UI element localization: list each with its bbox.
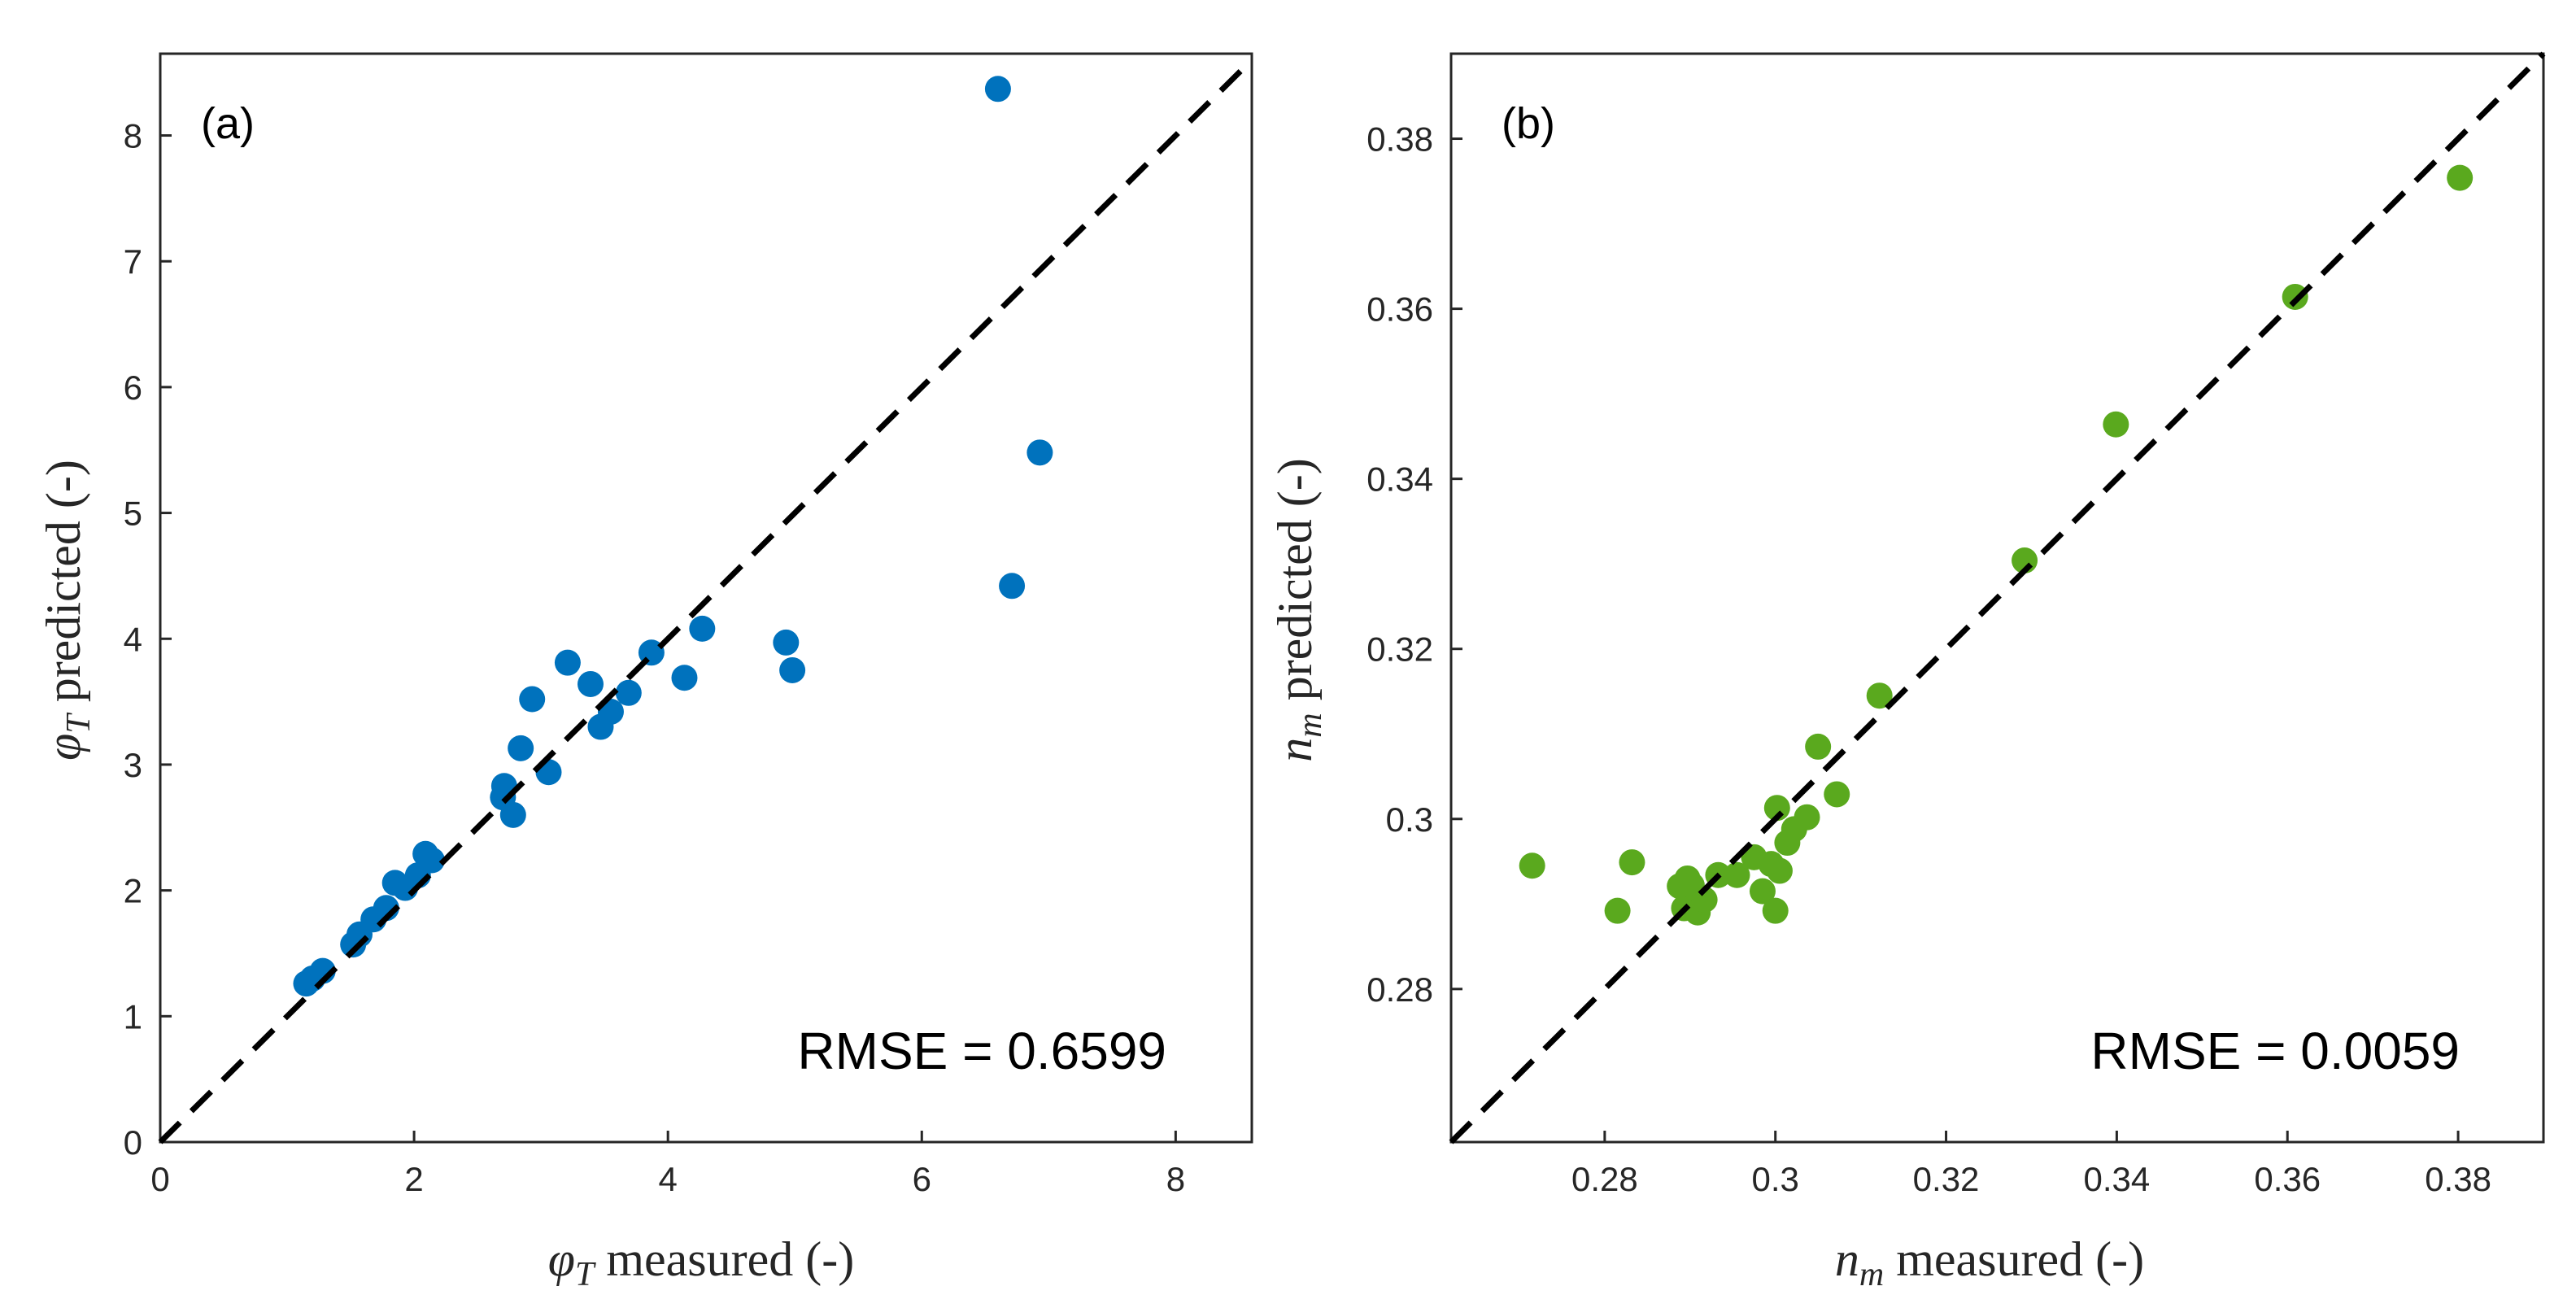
panel-b-y-tick-label: 0.34 [1366,460,1433,499]
panel-a-data-point [508,735,534,761]
panel-b-x-tick-label: 0.3 [1752,1160,1799,1198]
panel-a-y-tick-label: 6 [124,368,142,407]
panel-b-data-point [1619,849,1645,876]
panel-a-data-point [1026,439,1053,466]
panel-a-y-tick-label: 8 [124,117,142,155]
panel-b-data-point [1749,878,1776,905]
panel-b-data-point [1519,852,1545,879]
panel-a-y-axis-label: φT predicted (-) [37,460,98,761]
panel-a-data-point [984,76,1011,102]
panel-b-x-tick-label: 0.36 [2254,1160,2321,1198]
panel-b-y-tick-label: 0.32 [1366,630,1433,669]
panel-a-rmse: RMSE = 0.6599 [797,1022,1166,1080]
panel-b-data-point [1794,804,1820,831]
panel-b-data-point [2447,164,2474,191]
panel-a-data-point [418,847,445,874]
panel-b-y-tick-label: 0.36 [1366,290,1433,329]
panel-a-label: (a) [201,99,255,148]
panel-b-reference-line [1449,51,2546,1144]
panel-a-data-point [554,649,581,676]
panel-b-data-point [2103,411,2129,438]
panel-b-y-axis-label: nm predicted (-) [1268,458,1329,762]
panel-a-y-tick-label: 2 [124,872,142,910]
panel-b-data-point [1824,781,1850,808]
panel-a-x-tick-label: 2 [404,1160,423,1198]
panel-b-data-point [1604,897,1631,924]
panel-b-data-point [1724,861,1750,888]
panel-b-axes-frame [1449,52,2545,1144]
panel-b-label: (b) [1502,99,1555,148]
panel-b-data-point [2282,283,2308,310]
panel-b-x-tick-label: 0.32 [1913,1160,1980,1198]
panel-a-y-tick-label: 7 [124,242,142,281]
panel-a-y-tick-label: 5 [124,495,142,533]
panel-b-y-tick-label: 0.38 [1366,120,1433,159]
panel-b-x-tick-label: 0.38 [2425,1160,2491,1198]
panel-a-data-point [519,686,546,713]
panel-a-data-point [689,615,716,642]
panel-b-y-tick-label: 0.28 [1366,970,1433,1009]
panel-a-data-point [671,665,698,691]
panel-a-data-point [773,629,800,656]
panel-a-x-axis-label: φT measured (-) [548,1232,854,1293]
panel-a: 0 2 4 6 8 0 1 2 3 4 5 6 7 8 (a) RMSE = 0.6599 φT meas… [37,52,1254,1293]
panel-a-data-point [499,801,526,828]
panel-b-x-tick-label: 0.34 [2084,1160,2151,1198]
panel-b-rmse: RMSE = 0.0059 [2090,1022,2460,1080]
panel-b-data-point [1766,857,1793,884]
panel-b-data-point [1805,733,1832,760]
panel-a-data-point [615,679,642,706]
panel-b-x-axis-label: nm measured (-) [1835,1232,2144,1293]
panel-b: 0.28 0.3 0.32 0.34 0.36 0.38 0.28 0.3 0.32 0.34 0.… [1268,51,2546,1293]
panel-a-axes-frame [159,52,1253,1144]
panel-a-y-tick-label: 4 [124,620,142,658]
panel-a-reference-line [158,58,1254,1144]
panel-a-x-tick-label: 0 [150,1160,169,1198]
panel-a-data-point [779,656,806,683]
panel-a-data-point [999,573,1026,600]
panel-a-y-tick-label: 3 [124,746,142,784]
panel-a-data-point [577,670,604,697]
panel-b-y-tick-label: 0.3 [1386,800,1433,839]
panel-a-y-tick-label: 1 [124,997,142,1036]
panel-b-data-point [1866,682,1893,709]
panel-b-data-point [1762,897,1789,924]
panel-a-x-tick-label: 6 [913,1160,931,1198]
panel-a-x-tick-label: 8 [1166,1160,1185,1198]
panel-b-x-tick-label: 0.28 [1571,1160,1638,1198]
panel-b-data-point [1691,887,1718,913]
panel-a-x-tick-label: 4 [659,1160,678,1198]
panel-a-y-tick-label: 0 [124,1123,142,1162]
